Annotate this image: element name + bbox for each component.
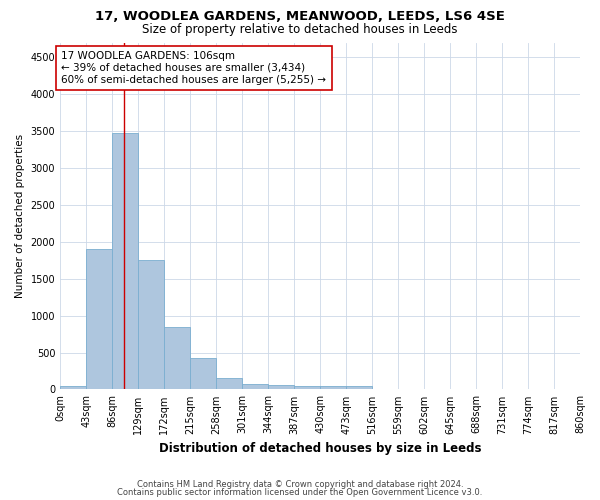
- X-axis label: Distribution of detached houses by size in Leeds: Distribution of detached houses by size …: [159, 442, 481, 455]
- Bar: [294, 386, 320, 390]
- Bar: [268, 386, 294, 390]
- Text: Size of property relative to detached houses in Leeds: Size of property relative to detached ho…: [142, 22, 458, 36]
- Text: Contains HM Land Registry data © Crown copyright and database right 2024.: Contains HM Land Registry data © Crown c…: [137, 480, 463, 489]
- Bar: [190, 358, 216, 390]
- Bar: [242, 384, 268, 390]
- Text: Contains public sector information licensed under the Open Government Licence v3: Contains public sector information licen…: [118, 488, 482, 497]
- Bar: [86, 249, 112, 390]
- Y-axis label: Number of detached properties: Number of detached properties: [15, 134, 25, 298]
- Text: 17, WOODLEA GARDENS, MEANWOOD, LEEDS, LS6 4SE: 17, WOODLEA GARDENS, MEANWOOD, LEEDS, LS…: [95, 10, 505, 23]
- Text: 17 WOODLEA GARDENS: 106sqm
← 39% of detached houses are smaller (3,434)
60% of s: 17 WOODLEA GARDENS: 106sqm ← 39% of deta…: [61, 52, 326, 84]
- Bar: [320, 386, 346, 390]
- Bar: [164, 328, 190, 390]
- Bar: [60, 386, 86, 390]
- Bar: [346, 386, 372, 390]
- Bar: [138, 260, 164, 390]
- Bar: [216, 378, 242, 390]
- Bar: [112, 134, 138, 390]
